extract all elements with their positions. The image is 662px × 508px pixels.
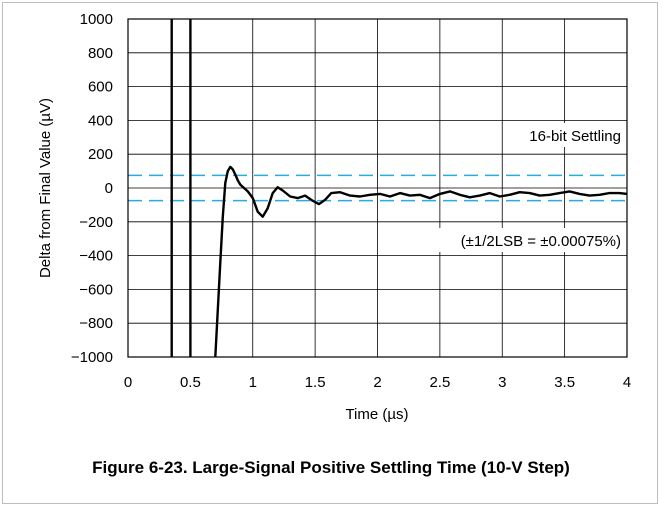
x-tick-label: 0.5 (180, 374, 201, 391)
settling-annotation: 16-bit Settling (529, 128, 621, 145)
y-tick-label: −600 (79, 281, 113, 298)
x-tick-label: 3 (498, 374, 506, 391)
chart-grid (128, 19, 627, 357)
x-tick-label: 1 (249, 374, 257, 391)
y-axis-label: Delta from Final Value (µV) (37, 98, 54, 278)
x-tick-label: 4 (623, 374, 631, 391)
y-tick-label: −1000 (71, 349, 113, 366)
y-tick-label: 1000 (80, 11, 113, 28)
y-tick-label: −400 (79, 248, 113, 265)
settling-time-chart: 0 0.5 1 1.5 2 2.5 3 3.5 4 1000 800 600 400 200 0 −200 −… (0, 0, 662, 450)
y-tick-label: 200 (88, 146, 113, 163)
lsb-annotation: (±1/2LSB = ±0.00075%) (461, 233, 621, 250)
y-tick-label: 600 (88, 79, 113, 96)
x-tick-labels: 0 0.5 1 1.5 2 2.5 3 3.5 4 (124, 374, 631, 391)
series-trace (215, 167, 627, 357)
y-tick-label: 800 (88, 45, 113, 62)
y-tick-labels: 1000 800 600 400 200 0 −200 −400 −600 −800 −1000 (71, 11, 113, 366)
y-tick-label: −800 (79, 315, 113, 332)
figure-caption: Figure 6-23. Large-Signal Positive Settl… (0, 458, 662, 478)
x-tick-label: 3.5 (554, 374, 575, 391)
x-axis-label: Time (µs) (345, 406, 408, 423)
y-tick-label: −200 (79, 214, 113, 231)
y-tick-label: 0 (105, 180, 113, 197)
x-tick-label: 2.5 (429, 374, 450, 391)
x-tick-label: 1.5 (305, 374, 326, 391)
y-tick-label: 400 (88, 112, 113, 129)
x-tick-label: 0 (124, 374, 132, 391)
x-tick-label: 2 (373, 374, 381, 391)
